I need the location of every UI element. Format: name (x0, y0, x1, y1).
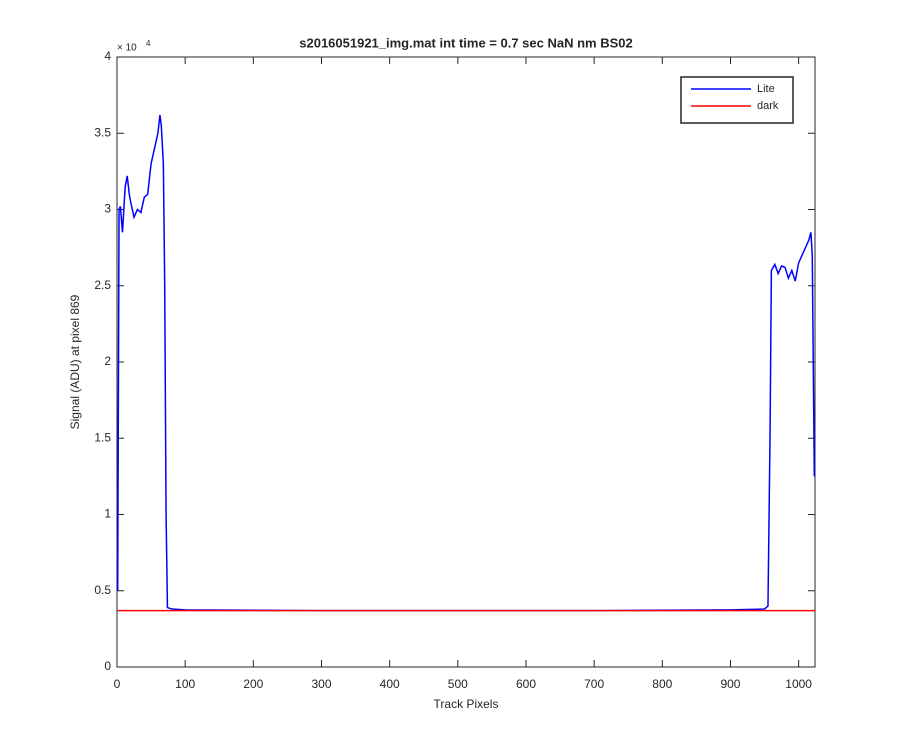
chart-title: s2016051921_img.mat int time = 0.7 sec N… (299, 35, 633, 50)
y-tick-label: 2 (104, 354, 111, 368)
y-tick-label: 1.5 (94, 430, 111, 444)
x-tick-label: 600 (516, 677, 536, 691)
x-tick-label: 1000 (785, 677, 812, 691)
y-tick-label: 0 (104, 659, 111, 673)
y-exponent-base: × 10 (117, 43, 137, 54)
y-tick-label: 4 (104, 49, 111, 63)
x-tick-label: 900 (720, 677, 740, 691)
x-tick-label: 100 (175, 677, 195, 691)
x-axis-label: Track Pixels (434, 697, 499, 711)
x-tick-label: 200 (243, 677, 263, 691)
x-tick-label: 0 (114, 677, 121, 691)
x-tick-label: 500 (448, 677, 468, 691)
x-tick-label: 700 (584, 677, 604, 691)
y-tick-label: 2.5 (94, 278, 111, 292)
y-exponent: 4 (146, 39, 151, 48)
y-axis-label: Signal (ADU) at pixel 869 (68, 294, 82, 429)
x-tick-label: 300 (311, 677, 331, 691)
legend-label: Lite (757, 83, 775, 95)
x-tick-label: 800 (652, 677, 672, 691)
y-tick-label: 0.5 (94, 583, 111, 597)
plot-area (116, 56, 816, 668)
series-line (116, 114, 816, 612)
y-tick-label: 3.5 (94, 125, 111, 139)
legend-label: dark (757, 100, 779, 112)
x-tick-label: 400 (380, 677, 400, 691)
y-tick-label: 1 (104, 507, 111, 521)
legend (680, 76, 794, 124)
y-tick-label: 3 (104, 202, 111, 216)
